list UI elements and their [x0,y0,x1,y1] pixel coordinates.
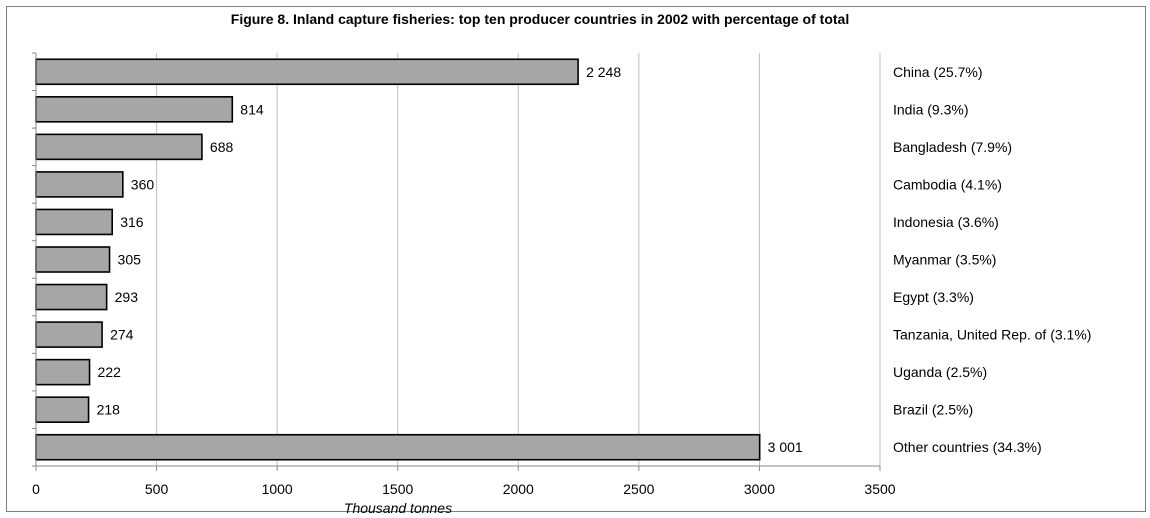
value-label: 688 [210,139,234,155]
value-label: 222 [98,364,122,380]
x-tick-label: 1500 [382,481,413,497]
x-tick-label: 3000 [744,481,775,497]
category-label: Cambodia (4.1%) [893,176,1002,192]
x-tick-label: 500 [145,481,169,497]
bar [35,321,103,348]
bar [35,133,203,161]
category-labels: China (25.7%) India (9.3%) Bangladesh (7.9… [893,64,1091,455]
axes [32,52,881,471]
bar [35,208,114,236]
category-label: Indonesia (3.6%) [893,214,999,230]
category-label: Tanzania, United Rep. of (3.1%) [893,327,1091,343]
value-labels: 2 248 814 688 360 316 305 293 274 222 218 3 001 [97,64,803,455]
value-label: 305 [118,252,142,268]
value-label: 2 248 [586,64,621,80]
category-label: Egypt (3.3%) [893,289,974,305]
bar [35,96,234,123]
category-label: Uganda (2.5%) [893,364,987,380]
bar [35,433,761,461]
value-label: 274 [110,327,134,343]
x-tick-label: 2000 [503,481,534,497]
value-label: 316 [120,214,144,230]
category-label: India (9.3%) [893,101,968,117]
bar [35,396,90,423]
bar [35,283,108,311]
chart-title: Figure 8. Inland capture fisheries: top … [231,11,849,27]
bar [35,246,111,273]
bar [35,358,91,386]
value-label: 218 [97,402,121,418]
chart-frame [6,6,1146,512]
x-axis-label: Thousand tonnes [344,500,452,516]
x-tick-label: 2500 [623,481,654,497]
x-tick-labels: 0 500 1000 1500 2000 2500 3000 3500 [32,481,896,497]
category-label: Brazil (2.5%) [893,402,973,418]
category-label: Myanmar (3.5%) [893,252,996,268]
bar [35,58,579,86]
category-label: Bangladesh (7.9%) [893,139,1012,155]
x-tick-label: 1000 [262,481,293,497]
value-label: 293 [115,289,139,305]
x-tick-label: 0 [32,481,40,497]
value-label: 360 [131,176,155,192]
value-label: 3 001 [768,439,803,455]
category-label: Other countries (34.3%) [893,439,1042,455]
bars [35,58,761,461]
category-label: China (25.7%) [893,64,983,80]
grid-lines [156,53,881,466]
bar [35,171,124,198]
x-tick-label: 3500 [864,481,895,497]
value-label: 814 [240,101,264,117]
